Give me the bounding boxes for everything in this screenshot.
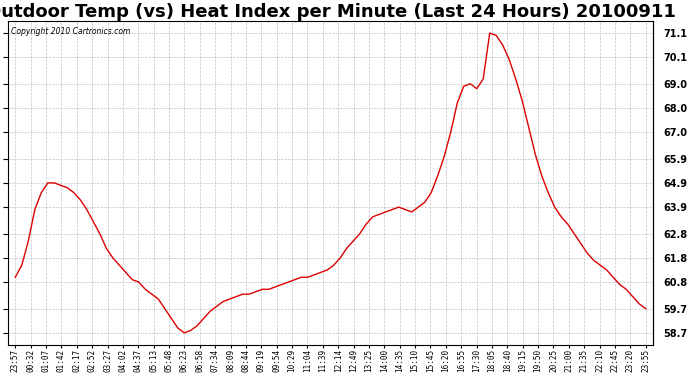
Text: Copyright 2010 Cartronics.com: Copyright 2010 Cartronics.com xyxy=(11,27,130,36)
Title: Outdoor Temp (vs) Heat Index per Minute (Last 24 Hours) 20100911: Outdoor Temp (vs) Heat Index per Minute … xyxy=(0,3,676,21)
